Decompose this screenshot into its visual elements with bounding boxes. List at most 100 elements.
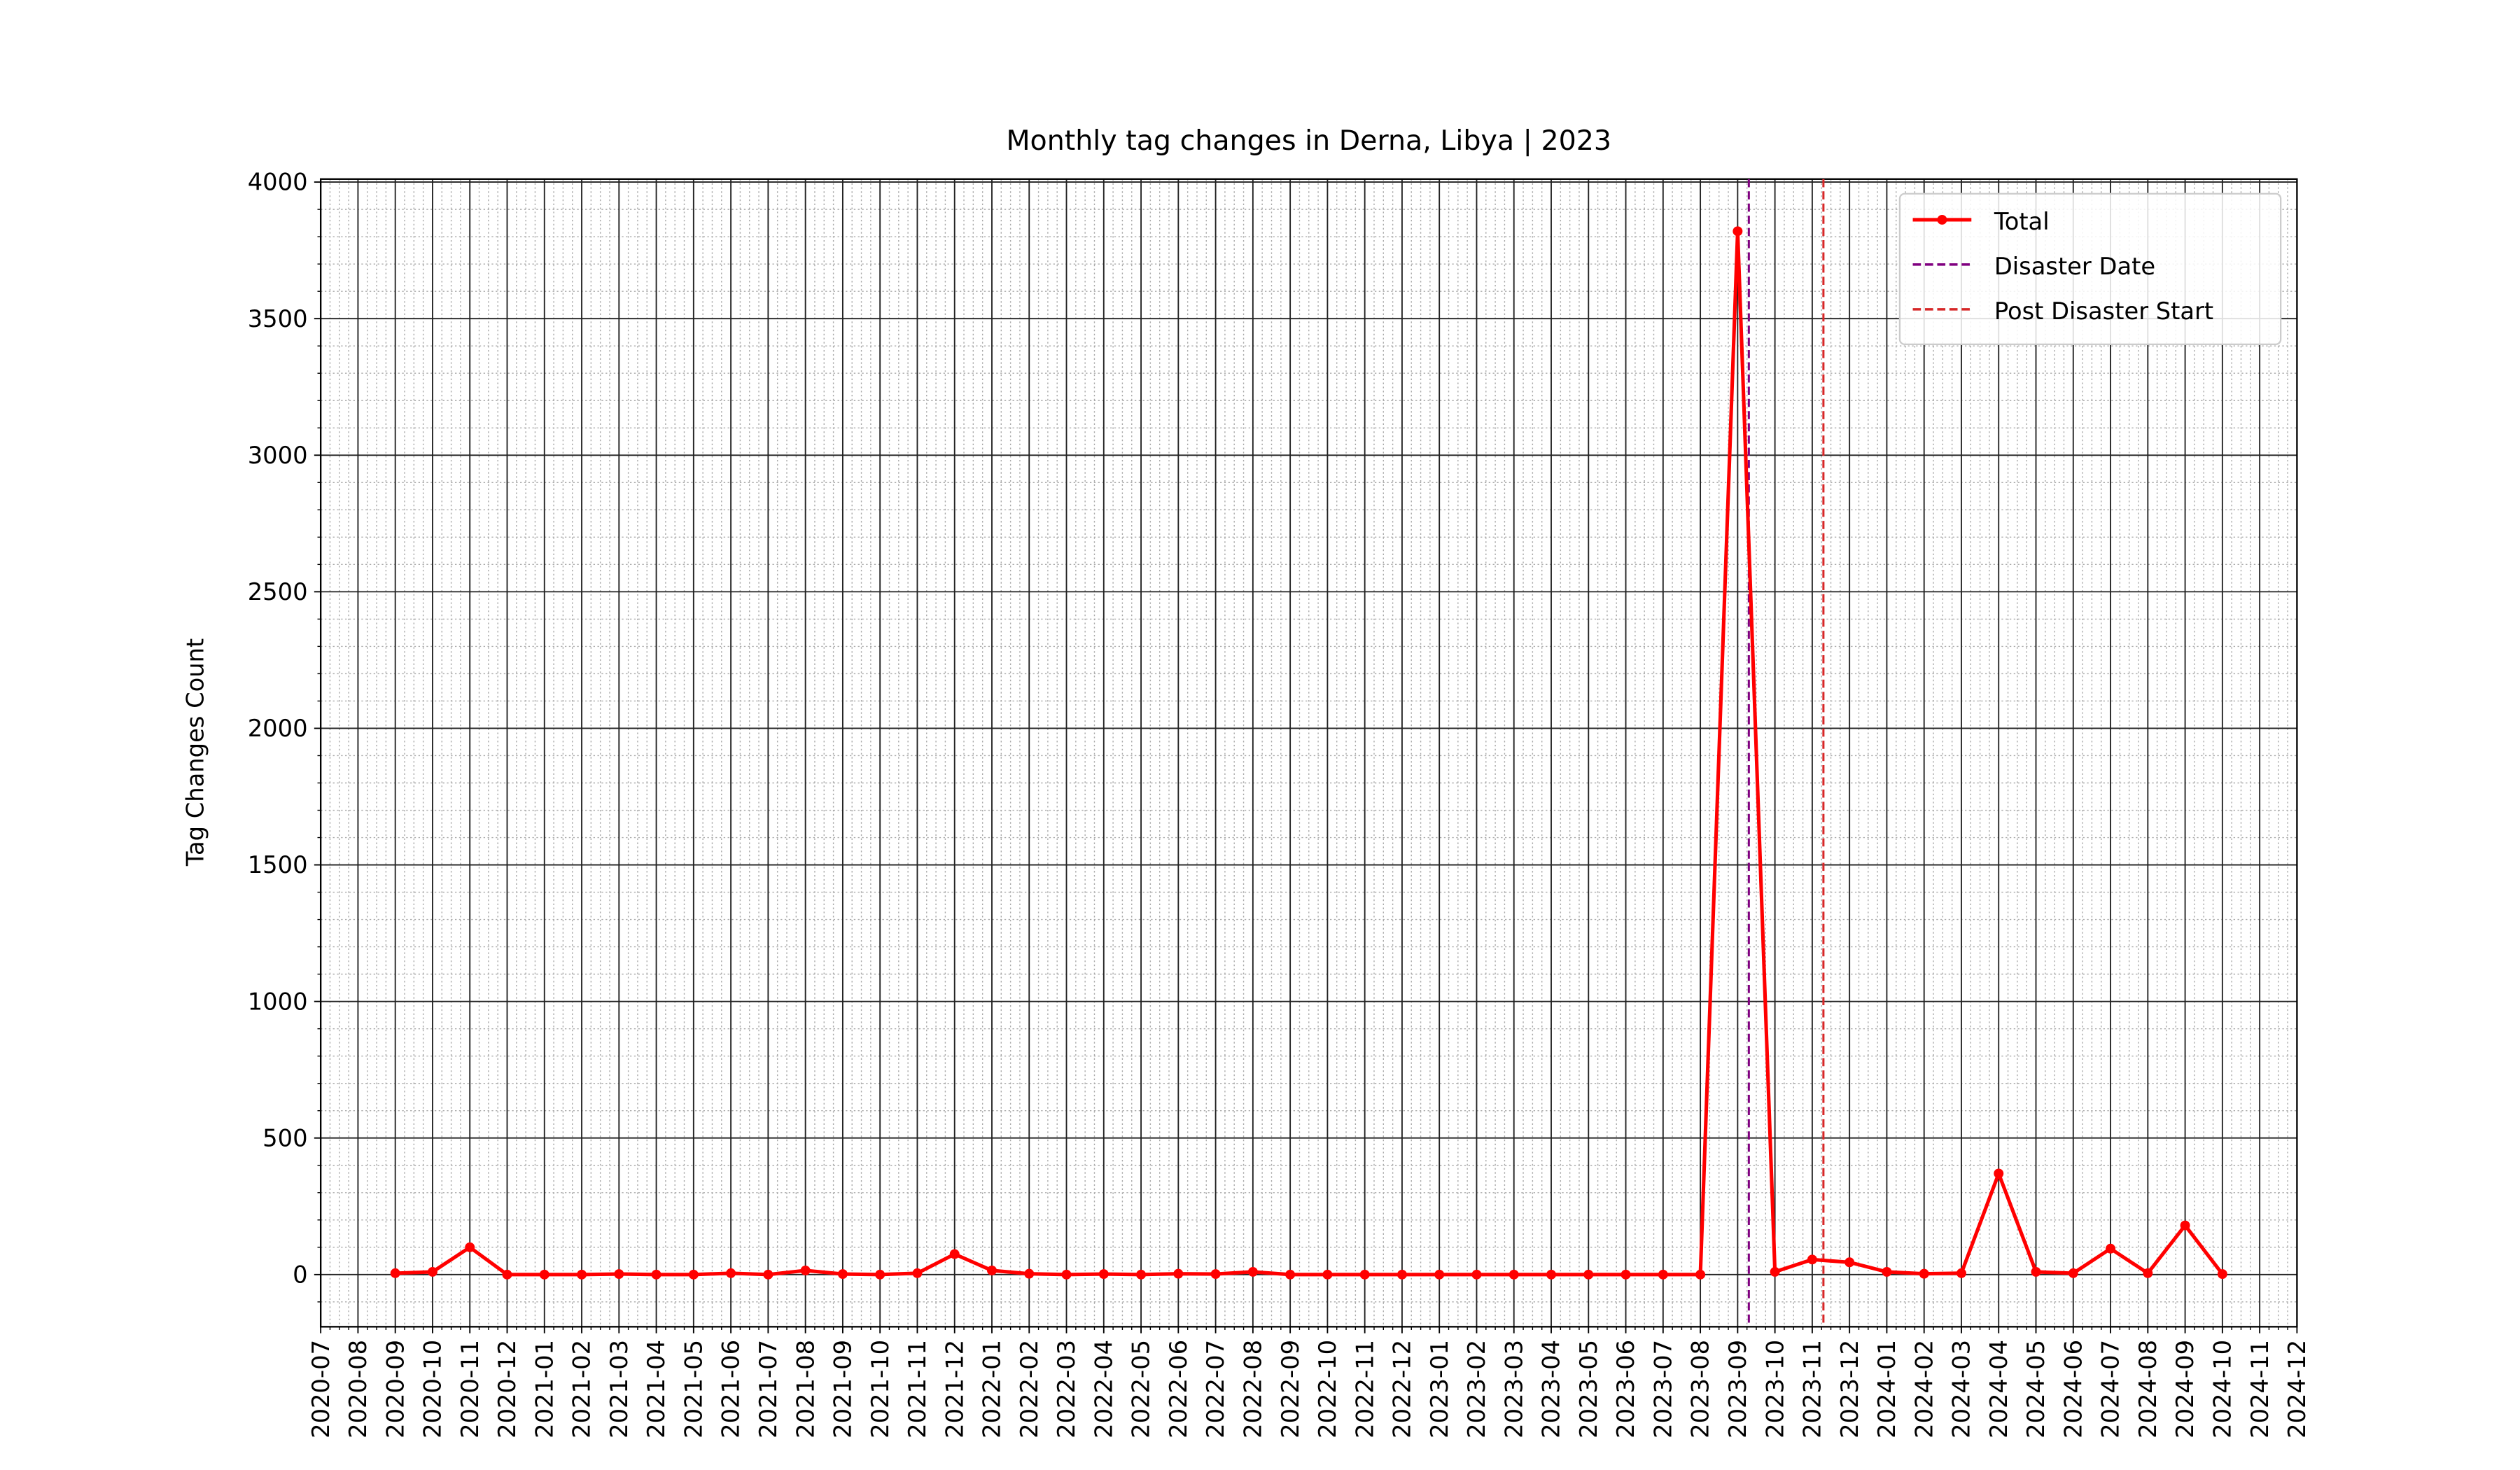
x-tick-label: 2021-07: [755, 1340, 782, 1438]
x-tick-label: 2023-11: [1799, 1340, 1826, 1438]
x-tick-label: 2020-08: [344, 1340, 372, 1438]
data-point: [1844, 1257, 1855, 1268]
x-tick-label: 2022-10: [1314, 1340, 1341, 1438]
x-tick-label: 2023-07: [1649, 1340, 1676, 1438]
x-tick-label: 2022-03: [1053, 1340, 1080, 1438]
x-tick-label: 2021-10: [867, 1340, 894, 1438]
y-tick-label: 0: [293, 1261, 307, 1288]
data-point: [1024, 1268, 1035, 1279]
x-tick-label: 2024-09: [2171, 1340, 2199, 1438]
x-tick-label: 2022-01: [979, 1340, 1006, 1438]
legend-label: Disaster Date: [1994, 253, 2155, 280]
x-tick-label: 2022-02: [1016, 1340, 1043, 1438]
y-tick-label: 2000: [248, 715, 308, 742]
x-tick-label: 2020-11: [456, 1340, 484, 1438]
data-point: [2180, 1220, 2190, 1231]
x-tick-label: 2022-08: [1239, 1340, 1266, 1438]
data-point: [1956, 1268, 1966, 1278]
data-point: [837, 1269, 848, 1280]
data-point: [1061, 1269, 1072, 1280]
data-point: [800, 1265, 811, 1275]
x-tick-label: 2024-07: [2097, 1340, 2124, 1438]
data-point: [726, 1268, 736, 1278]
x-tick-label: 2023-04: [1538, 1340, 1565, 1438]
x-tick-label: 2023-06: [1612, 1340, 1639, 1438]
x-tick-label: 2023-08: [1687, 1340, 1714, 1438]
data-point: [1247, 1266, 1258, 1277]
legend: Total Disaster Date Post Disaster Start: [1898, 192, 2282, 346]
data-point: [502, 1269, 512, 1280]
data-point: [2217, 1269, 2227, 1280]
data-point: [1098, 1269, 1109, 1280]
x-tick-label: 2024-12: [2283, 1340, 2311, 1438]
x-tick-label: 2021-02: [568, 1340, 596, 1438]
y-tick-label: 1000: [248, 988, 308, 1015]
x-tick-label: 2020-10: [419, 1340, 447, 1438]
data-point: [688, 1269, 699, 1280]
y-tick-label: 500: [262, 1124, 307, 1152]
data-point: [1396, 1269, 1407, 1280]
data-point: [577, 1269, 587, 1280]
data-point: [614, 1269, 624, 1280]
data-point: [465, 1242, 475, 1252]
x-tick-label: 2024-08: [2134, 1340, 2162, 1438]
legend-box: [1898, 192, 2282, 346]
data-point: [2106, 1243, 2116, 1254]
x-tick-label: 2022-11: [1351, 1340, 1378, 1438]
x-tick-label: 2021-11: [904, 1340, 931, 1438]
x-tick-label: 2021-08: [792, 1340, 819, 1438]
legend-label: Total: [1994, 208, 2050, 235]
data-point: [1732, 226, 1743, 237]
x-tick-label: 2024-01: [1873, 1340, 1900, 1438]
x-tick-label: 2021-01: [531, 1340, 558, 1438]
x-tick-label: 2021-12: [941, 1340, 968, 1438]
data-point: [949, 1249, 960, 1259]
y-tick-label: 3000: [248, 442, 308, 469]
data-point: [1471, 1269, 1482, 1280]
chart-title: Monthly tag changes in Derna, Libya | 20…: [1006, 125, 1611, 157]
x-tick-label: 2023-02: [1463, 1340, 1490, 1438]
data-point: [1136, 1269, 1147, 1280]
data-point: [390, 1268, 400, 1278]
x-tick-label: 2023-01: [1426, 1340, 1453, 1438]
x-axis-label: Date: [1280, 1466, 1337, 1470]
x-tick-label: 2023-03: [1500, 1340, 1527, 1438]
x-tick-label: 2024-04: [1985, 1340, 2012, 1438]
data-point: [1807, 1254, 1817, 1265]
data-point: [1546, 1269, 1556, 1280]
x-tick-label: 2023-10: [1761, 1340, 1788, 1438]
x-tick-label: 2024-03: [1948, 1340, 1975, 1438]
x-tick-label: 2023-12: [1836, 1340, 1863, 1438]
x-tick-label: 2024-05: [2022, 1340, 2050, 1438]
plot-frame: [319, 178, 2298, 1328]
legend-label: Post Disaster Start: [1994, 298, 2213, 325]
data-point: [1695, 1269, 1706, 1280]
y-tick-label: 4000: [248, 169, 308, 196]
x-tick-label: 2024-11: [2246, 1340, 2274, 1438]
x-tick-label: 2022-06: [1165, 1340, 1192, 1438]
x-tick-label: 2022-12: [1389, 1340, 1416, 1438]
x-tick-label: 2024-02: [1910, 1340, 1938, 1438]
x-tick-label: 2021-09: [830, 1340, 857, 1438]
data-point: [427, 1266, 438, 1277]
data-point: [1285, 1269, 1296, 1280]
data-point: [1434, 1269, 1445, 1280]
x-tick-label: 2021-05: [680, 1340, 707, 1438]
data-point: [1919, 1268, 1929, 1279]
x-tick-label: 2024-06: [2059, 1340, 2087, 1438]
data-point: [1583, 1269, 1594, 1280]
y-tick-label: 2500: [248, 578, 308, 606]
data-point: [1620, 1269, 1631, 1280]
legend-marker: [1937, 214, 1947, 225]
data-point: [651, 1269, 662, 1280]
x-tick-label: 2020-12: [493, 1340, 521, 1438]
data-point: [1770, 1266, 1780, 1277]
data-point: [1359, 1269, 1370, 1280]
data-point: [2068, 1268, 2078, 1278]
data-point: [875, 1269, 886, 1280]
x-tick-label: 2023-09: [1724, 1340, 1751, 1438]
data-line: [395, 231, 2224, 1277]
data-point: [2031, 1266, 2041, 1277]
y-axis-label: Tag Changes Count: [182, 638, 209, 867]
